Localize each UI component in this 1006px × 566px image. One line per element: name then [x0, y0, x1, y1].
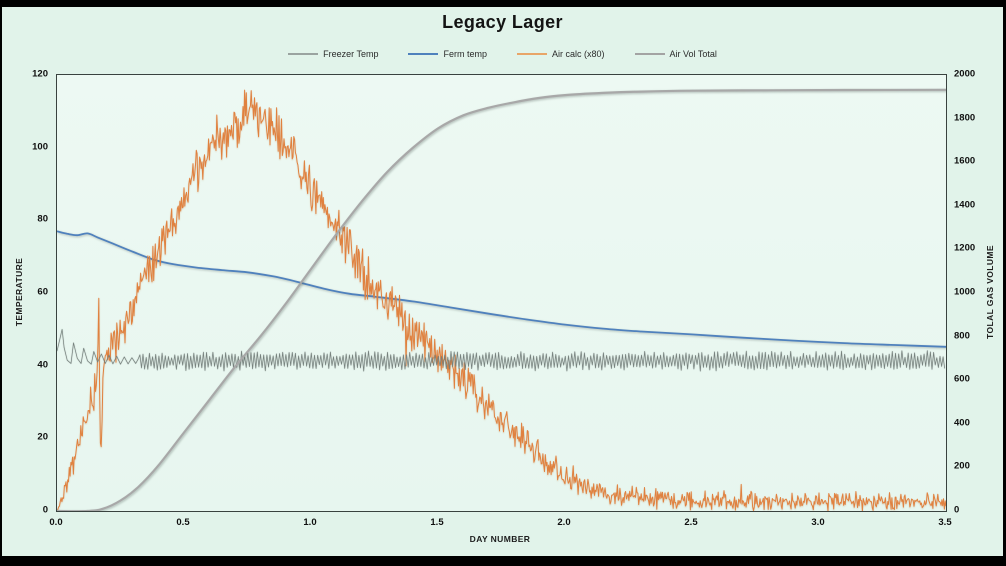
series-line-air-vol-total [57, 88, 946, 511]
y-axis-right-tick: 1800 [954, 112, 976, 124]
y-axis-right-tick: 800 [954, 330, 970, 342]
chart-legend: Freezer Temp Ferm temp Air calc (x80) Air V… [2, 49, 1003, 59]
plot-series-canvas [57, 88, 946, 511]
x-axis-tick: 2.0 [557, 517, 571, 528]
y-axis-right-tick: 200 [954, 460, 970, 472]
y-axis-right-tick: 1400 [954, 199, 976, 211]
legend-label: Ferm temp [443, 49, 487, 59]
y-axis-right-tick: 600 [954, 373, 970, 385]
legend-label: Freezer Temp [323, 49, 379, 59]
y-axis-left-tick: 40 [37, 359, 48, 371]
legend-item-ferm-temp: Ferm temp [408, 49, 487, 59]
y-axis-right-title: TOLAL GAS VOLUME [985, 245, 995, 339]
x-axis-tick: 3.0 [811, 517, 825, 528]
x-axis-tick: 3.5 [938, 517, 952, 528]
y-axis-left-title: TEMPERATURE [14, 257, 24, 327]
series-line-ferm-temp [57, 230, 946, 348]
x-axis-tick: 2.5 [684, 517, 698, 528]
chart-title: Legacy Lager [442, 12, 563, 32]
x-axis-tick: 0.0 [49, 517, 63, 528]
y-axis-left-tick: 0 [42, 504, 48, 516]
y-axis-left-tick: 60 [37, 286, 48, 298]
y-axis-right-tick: 1200 [954, 242, 976, 254]
legend-item-air-calc-x80-: Air calc (x80) [516, 49, 605, 59]
legend-label: Air Vol Total [669, 49, 717, 59]
x-axis-title: DAY NUMBER [469, 534, 531, 544]
legend-line-swatch [516, 53, 547, 55]
y-axis-left-tick: 120 [32, 68, 48, 80]
legend-line-swatch [288, 53, 319, 55]
legend-label: Air calc (x80) [551, 49, 605, 59]
y-axis-right-tick: 0 [954, 504, 960, 516]
x-axis-tick: 0.5 [176, 517, 190, 528]
legend-item-freezer-temp: Freezer Temp [288, 49, 378, 59]
series-line-air-calc-x80- [57, 89, 946, 511]
y-axis-left-tick: 20 [37, 431, 48, 443]
y-axis-right-tick: 1600 [954, 155, 976, 167]
series-line-freezer-temp [57, 328, 946, 372]
x-axis-tick: 1.5 [430, 517, 444, 528]
y-axis-left-tick: 80 [37, 213, 48, 225]
y-axis-left-tick: 100 [32, 141, 48, 153]
plot-area [56, 74, 947, 512]
legend-line-swatch [634, 52, 665, 56]
legend-item-air-vol-total: Air Vol Total [634, 49, 717, 59]
y-axis-right-tick: 1000 [954, 286, 976, 298]
legend-line-swatch [408, 53, 439, 55]
y-axis-right-tick: 400 [954, 417, 970, 429]
x-axis-tick: 1.0 [303, 517, 317, 528]
y-axis-right-tick: 2000 [954, 68, 976, 80]
